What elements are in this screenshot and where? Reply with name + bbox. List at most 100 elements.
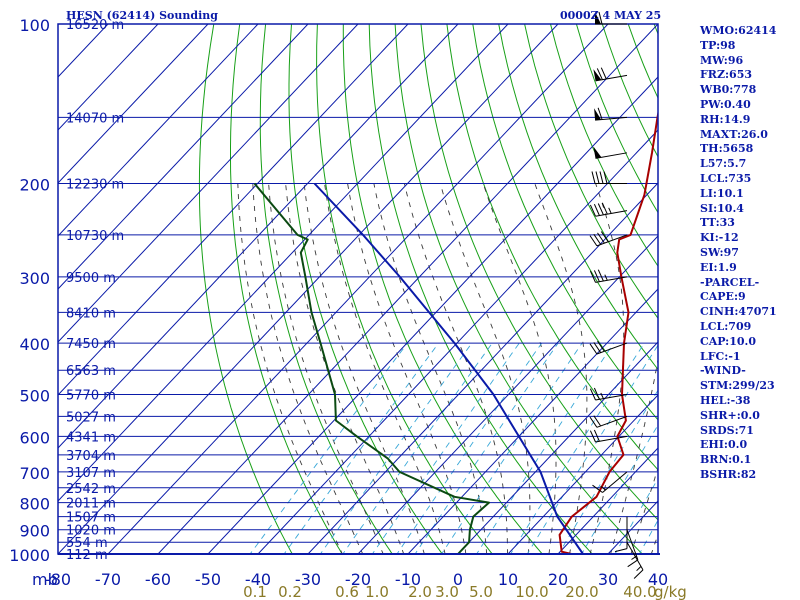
pressure-tick-label: 200: [19, 176, 50, 195]
mixing-ratio-line: [441, 342, 583, 554]
height-label: 112 m: [66, 548, 108, 563]
dry-adiabat: [259, 24, 393, 554]
mixing-ratio-label: 10.0: [515, 583, 548, 600]
wind-barb: [589, 269, 628, 283]
isotherm: [58, 24, 159, 131]
moist-adiabat: [403, 183, 508, 554]
height-label: 14070 m: [66, 111, 124, 126]
mixing-ratio-line: [476, 342, 615, 554]
wind-barb-flag: [603, 171, 608, 184]
index-line: BRN:0.1: [700, 453, 752, 467]
x-prefix-label: mb: [32, 570, 58, 589]
wind-barb-staff: [626, 529, 639, 560]
moist-adiabat: [285, 183, 405, 554]
index-line: SW:97: [700, 245, 739, 259]
wind-barb-flag: [597, 232, 605, 244]
index-line: TH:5658: [700, 142, 754, 156]
wind-barb-flag: [593, 270, 600, 282]
dewpoint-line: [253, 182, 490, 554]
wind-barb-flag: [595, 171, 600, 184]
pressure-tick-label: 700: [19, 464, 50, 483]
index-line: WB0:778: [700, 83, 757, 97]
wind-barb-flag: [597, 340, 605, 352]
wind-barb-flag: [596, 68, 603, 80]
moist-adiabat: [237, 183, 343, 554]
wind-barb: [595, 11, 627, 25]
wind-barb-staff: [595, 152, 628, 159]
temperature-tick-label: 20: [548, 570, 568, 589]
pressure-tick-label: 300: [19, 269, 50, 288]
index-line: -PARCEL-: [700, 275, 760, 289]
mixing-ratio-line: [510, 342, 645, 554]
dry-adiabat: [472, 24, 658, 421]
temperature-tick-label: 10: [498, 570, 518, 589]
index-line: TP:98: [700, 38, 736, 52]
temperature-tick-label: -80: [45, 570, 71, 589]
moist-adiabat: [610, 356, 658, 554]
temperature-tick-label: -50: [195, 570, 221, 589]
mixing-ratio-line: [342, 342, 493, 554]
wind-barb-flag: [614, 548, 628, 553]
height-label: 3704 m: [66, 449, 116, 464]
wind-barb-flag: [589, 416, 598, 428]
wind-barb-flag: [597, 107, 603, 120]
temperature-tick-label: -70: [95, 570, 121, 589]
pressure-tick-labels: 100 200 300 400 500 600 700 800 900 1000: [9, 16, 50, 565]
isotherm: [557, 447, 658, 554]
wind-barb-staff: [595, 276, 628, 283]
wind-barb-flag: [593, 342, 602, 353]
height-labels: 16520 m 14070 m 12230 m 10730 m 9500 m 8410 m…: [66, 18, 124, 563]
sounding-series: [253, 109, 658, 554]
height-label: 7450 m: [66, 337, 116, 352]
wind-barb-pennant: [593, 146, 602, 159]
index-line: PW:0.40: [700, 97, 751, 111]
temperature-tick-label: -60: [145, 570, 171, 589]
wind-barb-flag: [600, 231, 609, 242]
mixing-ratio-line: [526, 344, 658, 554]
wind-barb-staff: [596, 234, 628, 247]
wind-barb-flag: [600, 67, 607, 80]
mixing-ratio-label: 40.0: [623, 583, 656, 600]
index-line: SRDS:71: [700, 423, 754, 437]
pressure-tick-label: 600: [19, 428, 50, 447]
wind-barb-staff: [595, 393, 628, 401]
moist-adiabat: [303, 183, 425, 554]
wind-barb-flag: [597, 203, 604, 216]
height-label: 1020 m: [66, 524, 116, 539]
wind-barb-half-flag: [600, 485, 606, 491]
temperature-tick-label: 40: [648, 570, 668, 589]
moist-adiabat: [589, 183, 625, 554]
mixing-ratio-label: 0.1: [243, 583, 267, 600]
dry-adiabat: [198, 24, 293, 554]
height-label: 2011 m: [66, 497, 116, 512]
mixing-ratio-line: [396, 342, 543, 554]
index-line: CINH:47071: [700, 305, 777, 319]
wind-barb-flag: [592, 484, 603, 493]
wind-barb-flag: [598, 11, 603, 25]
pressure-tick-label: 500: [19, 387, 50, 406]
index-line: STM:299/23: [700, 379, 775, 393]
isotherm: [457, 341, 658, 554]
isotherm: [507, 394, 658, 554]
wind-barb: [614, 516, 628, 553]
wind-barb-half-flag: [600, 392, 604, 399]
index-line: EI:1.9: [700, 260, 737, 274]
height-label: 1507 m: [66, 511, 116, 526]
mixing-ratio-line: [283, 342, 439, 554]
isotherm: [0, 24, 8, 554]
height-label: 9500 m: [66, 271, 116, 286]
mixing-ratio-line: [371, 342, 520, 554]
wind-barb: [591, 171, 628, 185]
wind-barb-staff: [596, 415, 628, 428]
wind-barb-pennant: [594, 108, 602, 121]
wind-barb-flag: [593, 387, 600, 400]
sounding-time: 0000Z 4 MAY 25: [560, 9, 662, 22]
pressure-tick-label: 1000: [9, 546, 50, 565]
index-line: WMO:62414: [700, 24, 777, 37]
mixing-ratio-label: 3.0: [435, 583, 459, 600]
wind-barb: [594, 107, 628, 121]
temperature-tick-label: -10: [395, 570, 421, 589]
wind-barb: [589, 387, 628, 401]
temperature-tick-label: 30: [598, 570, 618, 589]
